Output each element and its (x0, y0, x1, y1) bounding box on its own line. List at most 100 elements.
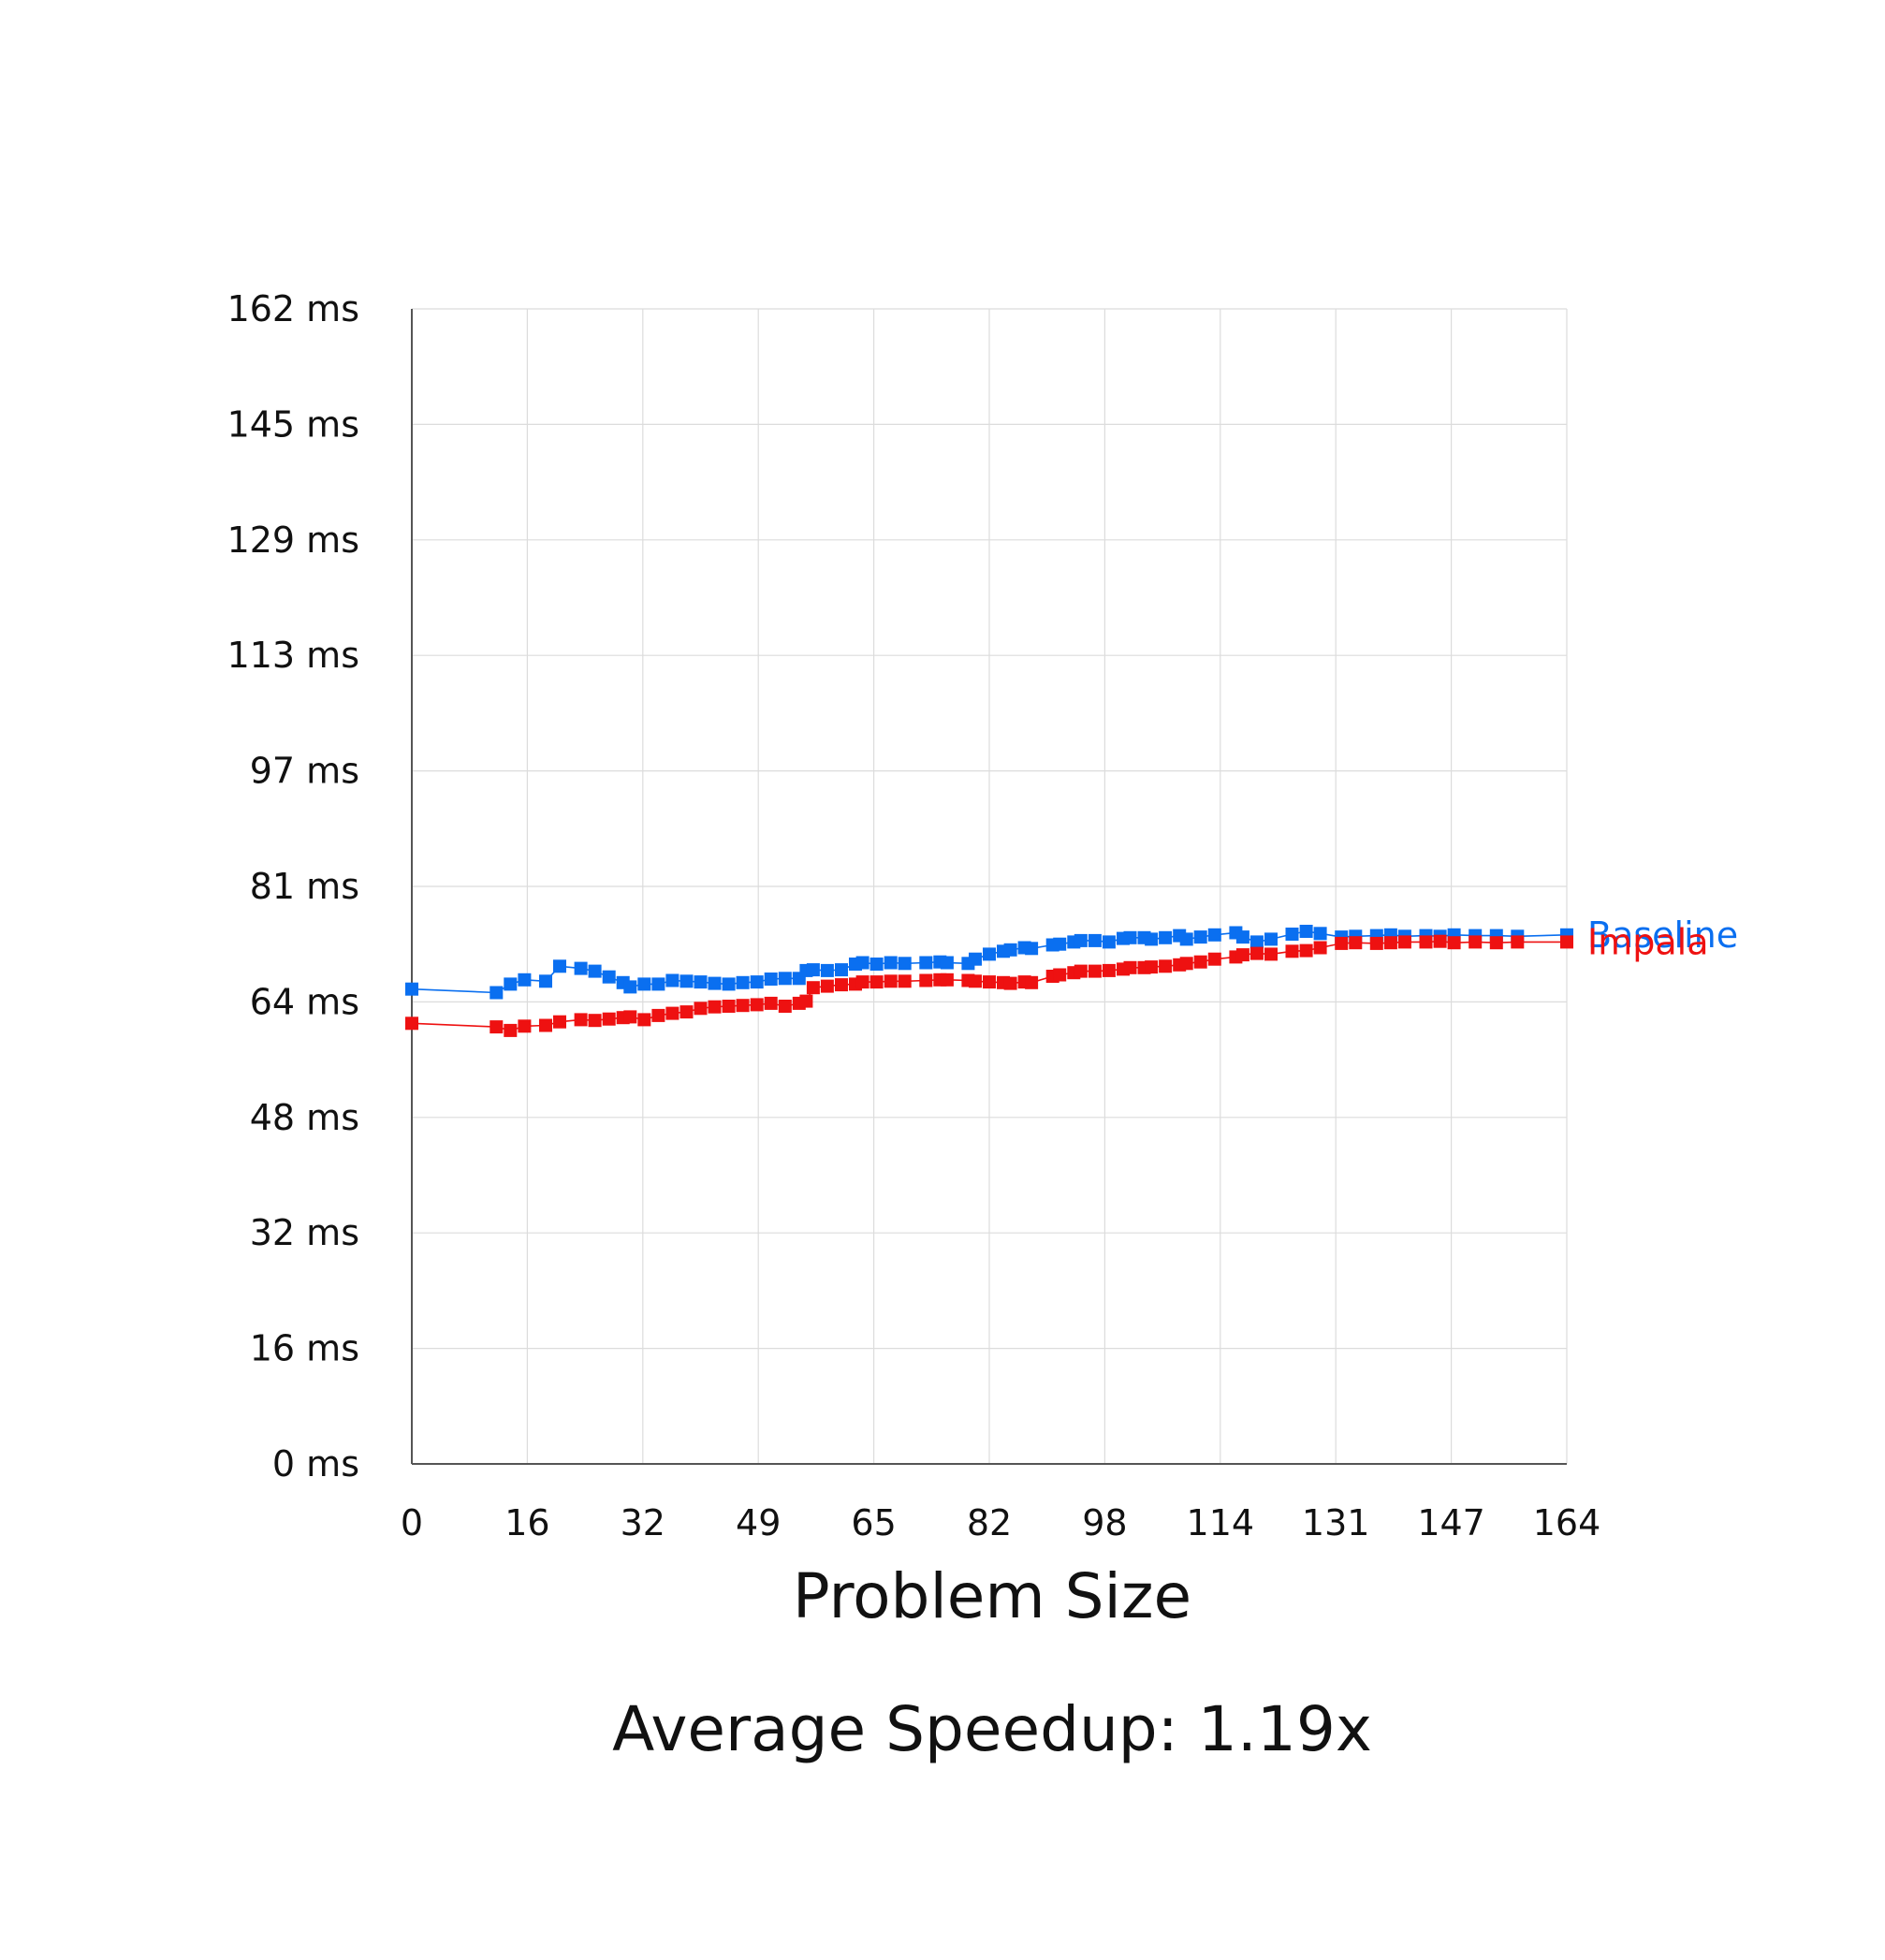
data-point-baseline (1249, 935, 1264, 949)
data-point-impala (504, 1023, 518, 1037)
data-point-impala (1433, 934, 1447, 948)
y-tick-label: 97 ms (250, 751, 359, 792)
data-point-baseline (983, 947, 996, 961)
data-point-impala (1193, 955, 1207, 969)
y-tick-labels: 0 ms 16 ms 32 ms 48 ms 64 ms 81 ms 97 ms 113 ms… (227, 288, 359, 1485)
data-point-impala (835, 978, 848, 992)
y-tick-label: 145 ms (227, 403, 359, 445)
data-point-impala (884, 974, 898, 988)
data-point-impala (722, 1000, 736, 1013)
data-point-baseline (778, 972, 792, 986)
data-point-impala (750, 998, 764, 1012)
data-point-baseline (1235, 930, 1249, 944)
x-tick-labels: 0 16 32 49 65 82 98 114 131 147 164 (401, 1502, 1600, 1543)
data-point-impala (1511, 935, 1525, 949)
y-tick-label: 0 ms (272, 1443, 359, 1485)
x-tick-label: 98 (1082, 1502, 1127, 1543)
data-point-baseline (884, 956, 898, 970)
data-point-baseline (1313, 927, 1327, 941)
data-point-baseline (665, 973, 679, 987)
data-point-baseline (1088, 933, 1102, 947)
data-point-impala (1179, 957, 1193, 971)
y-tick-label: 113 ms (227, 635, 359, 676)
data-point-impala (898, 974, 912, 988)
data-point-impala (1264, 947, 1278, 961)
average-speedup-caption: Average Speedup: 1.19x (612, 1693, 1372, 1765)
data-point-baseline (1264, 932, 1278, 946)
data-point-impala (820, 979, 834, 993)
series-layer (405, 925, 1573, 1037)
data-point-impala (679, 1005, 694, 1019)
data-point-impala (1123, 960, 1137, 974)
data-point-impala (1053, 968, 1067, 982)
data-point-impala (1447, 936, 1461, 950)
data-point-impala (1207, 952, 1221, 966)
data-point-baseline (919, 956, 933, 970)
data-point-baseline (764, 973, 778, 986)
data-point-impala (665, 1006, 679, 1020)
data-point-impala (799, 994, 813, 1008)
x-tick-label: 16 (504, 1502, 549, 1543)
data-point-impala (405, 1017, 418, 1031)
data-point-impala (553, 1015, 566, 1029)
data-point-impala (983, 975, 996, 989)
data-point-impala (919, 973, 933, 987)
data-point-baseline (969, 952, 982, 966)
data-point-baseline (736, 975, 750, 989)
data-point-impala (1383, 936, 1397, 950)
data-point-baseline (1003, 943, 1017, 957)
data-point-impala (969, 974, 982, 988)
axes (411, 309, 1567, 1465)
data-point-impala (1074, 964, 1088, 978)
data-point-baseline (1159, 930, 1173, 944)
data-point-baseline (1145, 932, 1159, 946)
data-point-baseline (1025, 942, 1039, 956)
y-tick-label: 16 ms (250, 1328, 359, 1369)
series-label-impala: Impala (1587, 921, 1708, 962)
data-point-impala (1249, 946, 1264, 960)
data-point-impala (869, 975, 884, 989)
data-point-baseline (637, 977, 651, 991)
data-point-baseline (623, 980, 637, 994)
data-point-impala (1159, 959, 1173, 973)
data-point-baseline (1053, 937, 1067, 951)
data-point-baseline (750, 975, 764, 989)
y-tick-label: 48 ms (250, 1097, 359, 1138)
y-tick-label: 32 ms (250, 1212, 359, 1253)
data-point-impala (1489, 936, 1503, 950)
data-point-baseline (405, 982, 418, 996)
y-tick-label: 129 ms (227, 519, 359, 561)
series-line-baseline (411, 930, 1568, 994)
y-tick-label: 64 ms (250, 981, 359, 1022)
data-point-impala (940, 973, 954, 987)
data-point-baseline (518, 973, 532, 987)
data-point-baseline (722, 977, 736, 991)
data-point-impala (806, 981, 820, 995)
data-point-baseline (869, 958, 884, 971)
data-point-baseline (490, 986, 504, 1000)
data-point-impala (1397, 935, 1411, 949)
data-point-baseline (651, 977, 665, 991)
data-point-baseline (1123, 930, 1137, 944)
data-point-impala (518, 1019, 532, 1033)
x-tick-label: 0 (401, 1502, 423, 1543)
series-line-impala (411, 940, 1567, 1031)
data-point-impala (694, 1002, 708, 1016)
data-point-impala (651, 1008, 665, 1022)
data-point-impala (1285, 944, 1299, 958)
data-point-baseline (1207, 928, 1221, 942)
data-point-impala (708, 1000, 722, 1014)
data-point-impala (637, 1013, 651, 1027)
data-point-baseline (694, 975, 708, 989)
data-point-impala (1145, 960, 1159, 974)
data-point-impala (778, 1000, 792, 1013)
data-point-impala (1313, 941, 1327, 955)
data-point-impala (855, 975, 869, 989)
data-point-impala (1419, 935, 1433, 949)
data-point-impala (736, 999, 750, 1013)
data-point-baseline (855, 956, 869, 970)
data-point-impala (1560, 935, 1573, 949)
data-point-impala (1025, 975, 1039, 989)
data-point-impala (1088, 964, 1102, 978)
